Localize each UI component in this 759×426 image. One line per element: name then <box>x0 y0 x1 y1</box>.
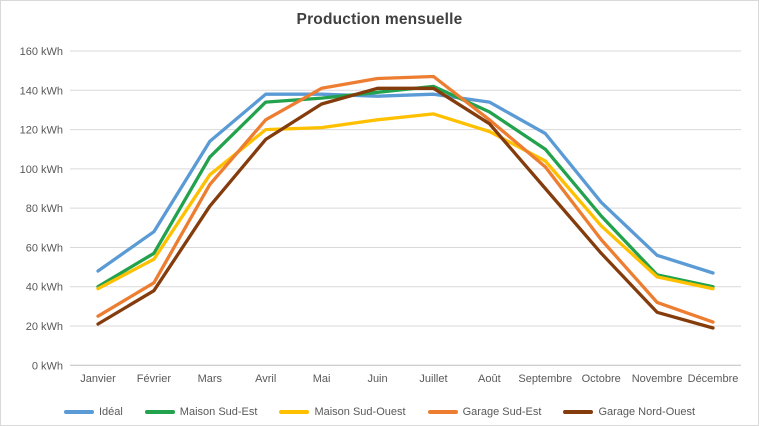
y-axis-tick-label: 20 kWh <box>26 321 63 333</box>
x-axis-month-label: Avril <box>255 373 276 385</box>
series-line-garage-nord-ouest <box>96 86 715 330</box>
legend-item-garage-nord-ouest[interactable]: Garage Nord-Ouest <box>563 406 695 418</box>
x-axis-month-label: Juillet <box>419 373 447 385</box>
legend-label: Garage Sud-Est <box>462 406 542 418</box>
legend-label: Garage Nord-Ouest <box>598 406 696 418</box>
y-axis-tick-label: 140 kWh <box>20 85 63 97</box>
y-axis-tick-label: 40 kWh <box>26 282 63 294</box>
y-axis-tick-label: 100 kWh <box>20 164 63 176</box>
legend-item-garage-sud-est[interactable]: Garage Sud-Est <box>427 406 542 418</box>
x-axis-month-label: Mars <box>198 373 223 385</box>
legend: Idéal Maison Sud-Est Maison Sud-Ouest Garag… <box>1 406 758 418</box>
y-axis-tick-label: 60 kWh <box>26 242 63 254</box>
x-axis-month-label: Mai <box>313 373 331 385</box>
x-axis-month-label: Juin <box>367 373 387 385</box>
legend-label: Idéal <box>98 406 123 418</box>
y-axis-tick-label: 160 kWh <box>20 46 63 58</box>
legend-line-swatch-icon <box>63 410 94 414</box>
legend-label: Maison Sud-Est <box>179 406 258 418</box>
y-axis-tick-label: 0 kWh <box>32 360 63 372</box>
plot-area: 0 kWh 20 kWh 40 kWh 60 kWh 80 kWh 100 kWh 120 … <box>20 46 741 385</box>
legend-line-swatch-icon <box>279 410 310 414</box>
y-axis-tick-label: 120 kWh <box>20 125 63 137</box>
x-axis-month-label: Février <box>137 373 172 385</box>
legend-item-id-al[interactable]: Idéal <box>63 406 123 418</box>
legend-line-swatch-icon <box>427 410 458 414</box>
legend-label: Maison Sud-Ouest <box>314 406 406 418</box>
x-axis-month-label: Octobre <box>582 373 621 385</box>
x-axis-month-label: Janvier <box>80 373 116 385</box>
x-axis-month-label: Novembre <box>632 373 683 385</box>
legend-line-swatch-icon <box>563 410 594 414</box>
series-line-garage-sud-est <box>96 74 715 324</box>
series-line-maison-sud-ouest <box>96 112 715 291</box>
x-axis-month-label: Décembre <box>688 373 739 385</box>
chart-title: Production mensuelle <box>296 11 463 28</box>
legend-line-swatch-icon <box>144 410 175 414</box>
legend-item-maison-sud-est[interactable]: Maison Sud-Est <box>144 406 258 418</box>
series-line-id-al <box>96 92 715 275</box>
y-axis-tick-label: 80 kWh <box>26 203 63 215</box>
x-axis-month-label: Août <box>478 373 501 385</box>
x-axis-month-label: Septembre <box>518 373 572 385</box>
legend-item-maison-sud-ouest[interactable]: Maison Sud-Ouest <box>279 406 406 418</box>
